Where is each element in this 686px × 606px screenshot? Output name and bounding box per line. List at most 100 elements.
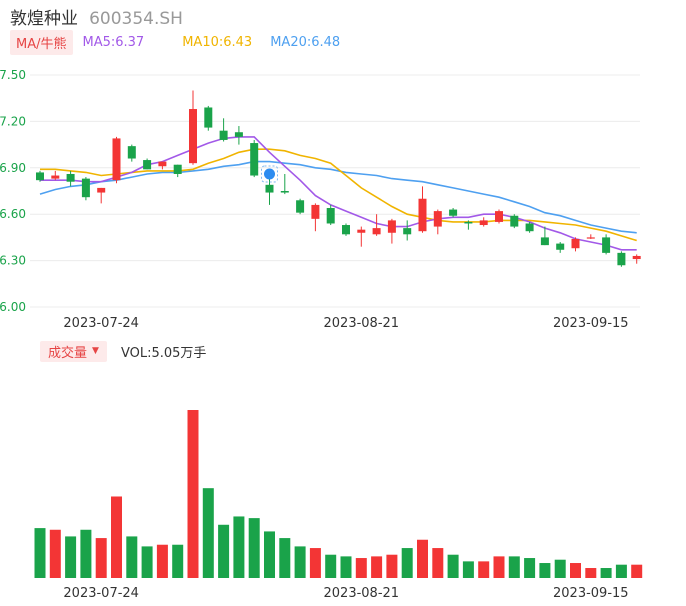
volume-x-tick-label: 2023-07-24 [63, 586, 139, 601]
candle-body [51, 175, 60, 179]
ma-indicator-selector[interactable]: MA/牛熊 [10, 29, 73, 55]
volume-bar [49, 529, 61, 578]
volume-bar [615, 564, 627, 578]
volume-bar [233, 516, 245, 578]
volume-bar [432, 548, 444, 578]
candle-body [66, 173, 75, 182]
volume-bar [34, 528, 46, 578]
candle-body [510, 215, 519, 227]
candle-body [525, 223, 534, 232]
volume-bar [172, 544, 184, 578]
candle-body [97, 187, 106, 193]
volume-tag-label: 成交量 [48, 345, 88, 361]
volume-indicator-selector[interactable]: 成交量 ▼ [40, 340, 107, 362]
ma10-label: MA10:6.43 [182, 34, 253, 50]
volume-x-tick-label: 2023-09-15 [553, 586, 629, 601]
candle-body [632, 255, 641, 260]
candle-body [479, 220, 488, 226]
volume-bar [65, 536, 77, 578]
volume-bar [187, 410, 199, 578]
ma20-label: MA20:6.48 [270, 34, 341, 50]
candle-body [204, 107, 213, 128]
candle-body [219, 130, 228, 140]
stock-name: 敦煌种业 [10, 9, 78, 29]
volume-bar [355, 558, 367, 578]
volume-bar [631, 564, 643, 578]
x-tick-label: 2023-09-15 [553, 316, 629, 331]
candle-body [250, 143, 259, 176]
candle-body [357, 229, 366, 233]
candle-body [571, 238, 580, 249]
candle-body [586, 237, 595, 239]
ma10-line [40, 148, 637, 242]
volume-value: VOL:5.05万手 [120, 345, 207, 361]
candle-body [403, 228, 412, 235]
volume-bar [309, 548, 321, 578]
volume-bar [493, 556, 505, 578]
volume-bar [95, 538, 107, 578]
y-tick-label: 7.50 [0, 68, 26, 82]
ma-legend: MA/牛熊 MA5:6.37 MA10:6.43 MA20:6.48 [10, 29, 341, 55]
volume-bar [202, 488, 214, 578]
volume-x-tick-label: 2023-08-21 [324, 586, 400, 601]
stock-code: 600354.SH [89, 9, 183, 29]
candle-body [36, 172, 44, 181]
volume-bar [371, 556, 383, 578]
volume-bar [248, 518, 260, 578]
y-tick-label: 6.00 [0, 300, 26, 314]
candle-body [326, 208, 335, 224]
ma5-label: MA5:6.37 [82, 34, 145, 50]
volume-bar [600, 568, 612, 578]
volume-bar [508, 556, 520, 578]
volume-bar [294, 546, 306, 578]
volume-bar [401, 548, 413, 578]
volume-bar [417, 539, 428, 578]
candle-body [189, 109, 197, 164]
y-tick-label: 6.30 [0, 254, 26, 268]
candle-body [602, 237, 611, 253]
candle-body [143, 160, 152, 170]
candle-body [433, 211, 442, 227]
y-tick-label: 7.20 [0, 114, 26, 128]
candle-body [449, 209, 458, 216]
candle-body [296, 200, 305, 213]
volume-bar [570, 563, 581, 578]
candle-body [617, 252, 626, 266]
ma20-line [39, 160, 637, 234]
volume-bar [386, 554, 398, 578]
volume-bar [264, 531, 275, 578]
volume-bar [554, 559, 566, 578]
volume-bar [340, 556, 352, 578]
x-tick-label: 2023-07-24 [63, 316, 139, 331]
candle-body [540, 237, 549, 246]
candle-body [81, 178, 90, 198]
candle-body [372, 228, 381, 235]
candle-body [280, 191, 289, 193]
candle-body [464, 221, 473, 224]
candle-body [387, 220, 396, 233]
volume-bar [279, 538, 291, 578]
volume-bar [156, 544, 168, 578]
candle-body [127, 146, 136, 159]
candle-body [342, 225, 350, 235]
stock-header: 敦煌种业 600354.SH [10, 4, 183, 29]
y-tick-label: 6.60 [0, 207, 26, 221]
volume-bar [141, 546, 153, 578]
x-tick-label: 2023-08-21 [324, 316, 400, 331]
candle-body [173, 164, 182, 174]
volume-legend: 成交量 ▼ VOL:5.05万手 [40, 340, 207, 362]
volume-bar [462, 561, 474, 578]
volume-bar [585, 568, 597, 578]
candle-body [311, 204, 320, 219]
volume-bar [80, 529, 92, 578]
volume-bar [126, 536, 138, 578]
marker-frame [261, 165, 278, 183]
candle-body [265, 184, 274, 193]
candle-body [158, 161, 167, 167]
candle-body [556, 243, 565, 250]
caret-down-icon: ▼ [92, 346, 99, 356]
ma5-line [40, 136, 637, 251]
candle-body [418, 198, 427, 232]
candle-body [495, 211, 503, 222]
